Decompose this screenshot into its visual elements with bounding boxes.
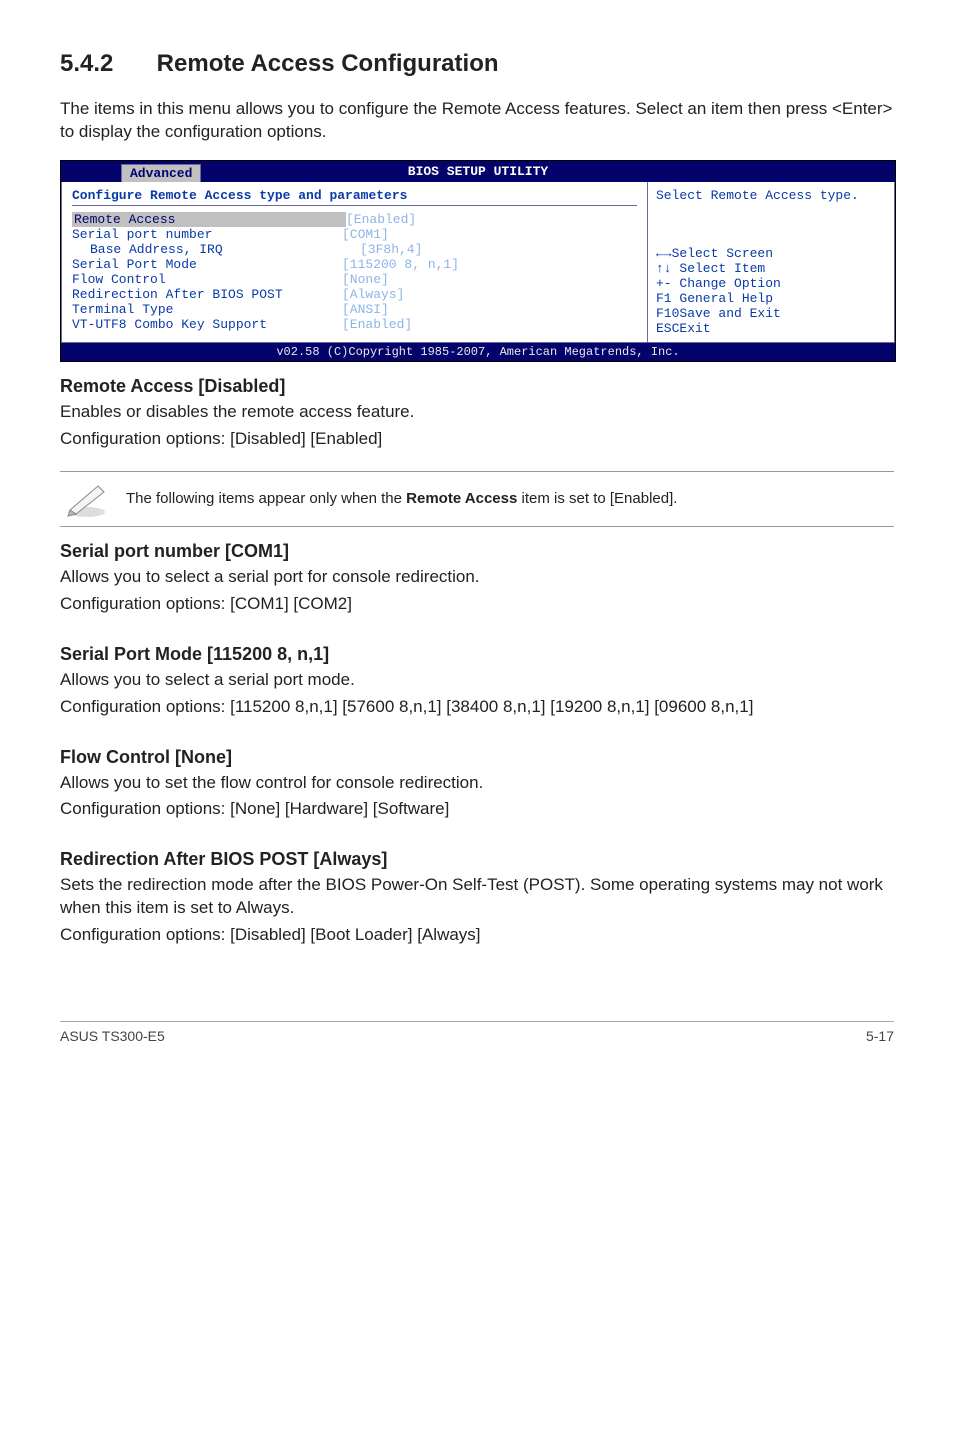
- bios-row-label: Serial Port Mode: [72, 257, 342, 272]
- paragraph: Configuration options: [115200 8,n,1] [5…: [60, 696, 894, 719]
- paragraph: Allows you to select a serial port for c…: [60, 566, 894, 589]
- footer-left: ASUS TS300-E5: [60, 1028, 165, 1044]
- bios-row: VT-UTF8 Combo Key Support[Enabled]: [72, 317, 637, 332]
- bios-row-label: Base Address, IRQ: [72, 242, 360, 257]
- paragraph: Sets the redirection mode after the BIOS…: [60, 874, 894, 920]
- bios-legend-line: ↑↓ Select Item: [656, 261, 886, 276]
- bios-legend-line: +- Change Option: [656, 276, 886, 291]
- paragraph: Configuration options: [Disabled] [Enabl…: [60, 428, 894, 451]
- bios-row-label: Remote Access: [72, 212, 346, 227]
- paragraph: Enables or disables the remote access fe…: [60, 401, 894, 424]
- bios-tab-advanced: Advanced: [121, 164, 201, 182]
- subsection-heading: Remote Access [Disabled]: [60, 376, 894, 397]
- paragraph: Configuration options: [Disabled] [Boot …: [60, 924, 894, 947]
- bios-row: Serial port number[COM1]: [72, 227, 637, 242]
- bios-row-label: VT-UTF8 Combo Key Support: [72, 317, 342, 332]
- bios-row: Redirection After BIOS POST[Always]: [72, 287, 637, 302]
- bios-row-value: [115200 8, n,1]: [342, 257, 459, 272]
- section-heading: 5.4.2 Remote Access Configuration: [60, 50, 894, 78]
- bios-row-label: Redirection After BIOS POST: [72, 287, 342, 302]
- bios-row-value: [Enabled]: [346, 212, 416, 227]
- subsection-heading: Serial Port Mode [115200 8, n,1]: [60, 644, 894, 665]
- paragraph: Configuration options: [COM1] [COM2]: [60, 593, 894, 616]
- bios-statusbar: v02.58 (C)Copyright 1985-2007, American …: [61, 343, 895, 361]
- bios-header: Configure Remote Access type and paramet…: [72, 188, 637, 206]
- bios-row-value: [3F8h,4]: [360, 242, 422, 257]
- paragraph: Allows you to select a serial port mode.: [60, 669, 894, 692]
- bios-row-value: [None]: [342, 272, 389, 287]
- bios-left-pane: Configure Remote Access type and paramet…: [61, 182, 648, 343]
- page-footer: ASUS TS300-E5 5-17: [60, 1021, 894, 1044]
- bios-row: Terminal Type[ANSI]: [72, 302, 637, 317]
- section-number: 5.4.2: [60, 50, 150, 78]
- bios-row-value: [COM1]: [342, 227, 389, 242]
- subsection-heading: Flow Control [None]: [60, 747, 894, 768]
- bios-row: Serial Port Mode[115200 8, n,1]: [72, 257, 637, 272]
- bios-legend-line: ESCExit: [656, 321, 886, 336]
- bios-title: BIOS SETUP UTILITY: [408, 164, 548, 179]
- bios-screenshot: BIOS SETUP UTILITY Advanced Configure Re…: [60, 160, 896, 362]
- bios-row: Remote Access[Enabled]: [72, 212, 637, 227]
- note-box: The following items appear only when the…: [60, 471, 894, 527]
- bios-legend-line: F1 General Help: [656, 291, 886, 306]
- paragraph: Configuration options: [None] [Hardware]…: [60, 798, 894, 821]
- bios-legend-line: ←→Select Screen: [656, 246, 886, 261]
- bios-legend: ←→Select Screen↑↓ Select Item+- Change O…: [656, 246, 886, 336]
- intro-paragraph: The items in this menu allows you to con…: [60, 98, 894, 144]
- bios-row: Base Address, IRQ[3F8h,4]: [72, 242, 637, 257]
- bios-row: Flow Control[None]: [72, 272, 637, 287]
- bios-legend-line: F10Save and Exit: [656, 306, 886, 321]
- subsection-heading: Serial port number [COM1]: [60, 541, 894, 562]
- paragraph: Allows you to set the flow control for c…: [60, 772, 894, 795]
- note-text: The following items appear only when the…: [126, 489, 677, 509]
- pencil-icon: [64, 480, 110, 518]
- bios-row-value: [ANSI]: [342, 302, 389, 317]
- subsection-heading: Redirection After BIOS POST [Always]: [60, 849, 894, 870]
- bios-help-text: Select Remote Access type.: [656, 188, 886, 203]
- bios-titlebar: BIOS SETUP UTILITY Advanced: [61, 161, 895, 182]
- bios-row-value: [Enabled]: [342, 317, 412, 332]
- bios-help-pane: Select Remote Access type. ←→Select Scre…: [648, 182, 895, 343]
- bios-row-label: Flow Control: [72, 272, 342, 287]
- bios-row-value: [Always]: [342, 287, 404, 302]
- bios-row-label: Terminal Type: [72, 302, 342, 317]
- footer-right: 5-17: [866, 1028, 894, 1044]
- bios-row-label: Serial port number: [72, 227, 342, 242]
- section-title: Remote Access Configuration: [157, 50, 499, 77]
